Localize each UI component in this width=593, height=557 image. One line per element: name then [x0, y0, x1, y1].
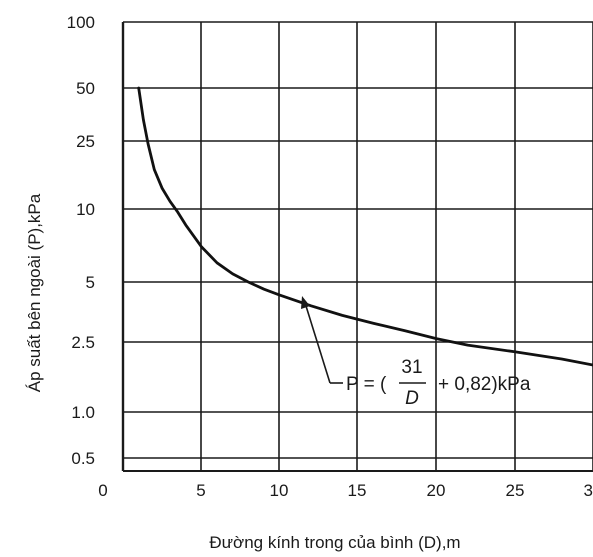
curve-layer	[137, 86, 593, 367]
formula-denominator: D	[405, 388, 419, 409]
y-tick-label: 50	[76, 79, 95, 98]
formula-prefix: P = (	[346, 374, 387, 395]
annotation-arrowhead	[301, 296, 310, 309]
x-tick-label: 3	[584, 481, 593, 500]
y-tick-label: 100	[67, 13, 95, 32]
x-tick-label: 10	[270, 481, 289, 500]
series-line-0	[137, 86, 593, 367]
x-tick-label: 20	[427, 481, 446, 500]
x-tick-label: 5	[196, 481, 205, 500]
y-tick-label: 25	[76, 132, 95, 151]
x-tick-label: 0	[98, 481, 107, 500]
x-tick-label: 15	[348, 481, 367, 500]
y-axis-label: Áp suất bên ngoài (P),kPa	[25, 193, 44, 392]
formula-numerator: 31	[401, 357, 422, 378]
y-tick-label: 0.5	[71, 449, 95, 468]
formula-suffix: + 0,82)kPa	[438, 374, 531, 395]
chart-grid	[121, 21, 593, 472]
y-tick-label: 2.5	[71, 333, 95, 352]
y-tick-label: 10	[76, 200, 95, 219]
y-tick-label: 5	[86, 273, 95, 292]
y-tick-label: 1.0	[71, 403, 95, 422]
annotation-arrow-line	[305, 305, 331, 384]
x-tick-label: 25	[506, 481, 525, 500]
x-axis-label: Đường kính trong của bình (D),m	[209, 533, 460, 552]
formula-annotation: P = ( 31 D + 0,82)kPa	[301, 296, 531, 409]
tick-labels: 100 50 25 10 5 2.5 1.0 0.50 5 10 15 20 25 3	[67, 13, 593, 500]
